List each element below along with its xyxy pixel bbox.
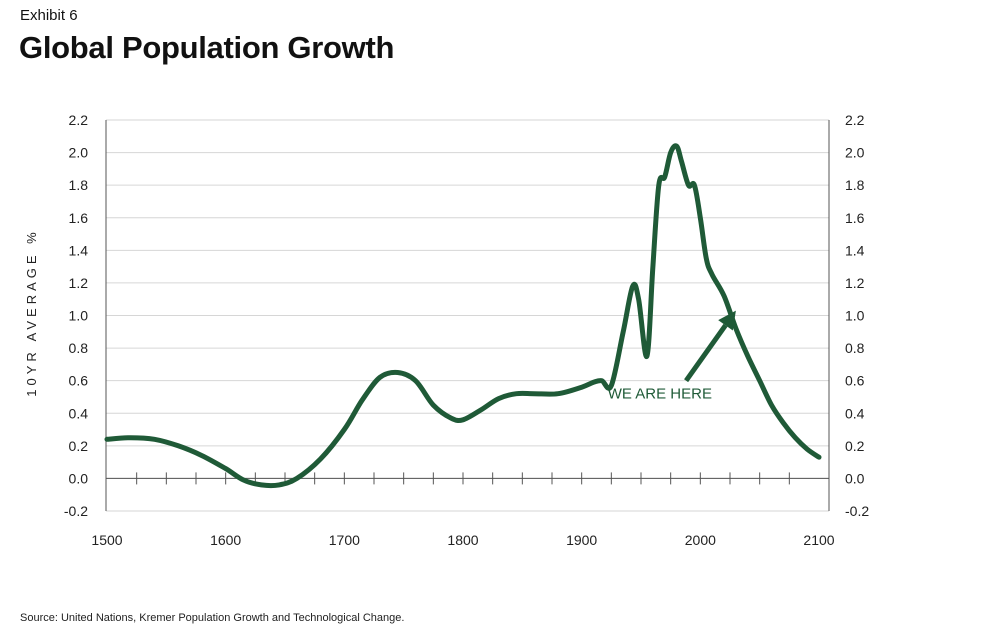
source-note: Source: United Nations, Kremer Populatio… [20, 612, 405, 624]
gridlines [106, 119, 829, 512]
y-tick-label-right: 1.8 [845, 177, 865, 193]
annotation-layer: WE ARE HERE [608, 310, 736, 403]
y-tick-label-left: 0.6 [69, 373, 89, 389]
x-tick-label: 1800 [447, 532, 478, 548]
y-tick-label-right: 2.0 [845, 145, 865, 161]
axes [105, 120, 830, 511]
y-tick-label-left: 0.0 [69, 470, 89, 486]
annotation-arrow-head [718, 310, 736, 331]
y-tick-label-right: -0.2 [845, 503, 869, 519]
growth-series-line [104, 143, 822, 489]
x-tick-label: 1500 [91, 532, 122, 548]
y-axis-left-ticks: -0.2 0.0 0.2 0.4 0.6 0.8 1.0 1.2 1.4 1.6 1.8 2.0 2.2 [64, 112, 88, 519]
y-tick-label-left: 1.4 [69, 242, 89, 258]
y-tick-label-left: -0.2 [64, 503, 88, 519]
y-tick-label-right: 1.2 [845, 275, 865, 291]
y-axis-label: 10YR AVERAGE % [24, 228, 39, 396]
y-tick-label-right: 0.4 [845, 405, 865, 421]
y-tick-label-left: 1.8 [69, 177, 89, 193]
y-tick-label-right: 1.4 [845, 242, 865, 258]
annotation-text: WE ARE HERE [608, 386, 712, 403]
y-tick-label-left: 0.4 [69, 405, 89, 421]
line-chart: -0.2 0.0 0.2 0.4 0.6 0.8 1.0 1.2 1.4 1.6 1.8 2.0 2.2… [24, 112, 869, 548]
x-tick-label: 1700 [329, 532, 360, 548]
x-tick-label: 1600 [210, 532, 241, 548]
x-axis-ticks: 1500 1600 1700 1800 1900 2000 2100 [91, 472, 835, 548]
y-tick-label-left: 1.2 [69, 275, 89, 291]
y-tick-label-left: 2.0 [69, 145, 89, 161]
y-tick-label-right: 0.0 [845, 470, 865, 486]
x-tick-label: 2100 [803, 532, 834, 548]
y-tick-label-right: 1.6 [845, 210, 865, 226]
y-tick-label-right: 1.0 [845, 308, 865, 324]
series-layer [104, 143, 822, 489]
y-tick-label-right: 0.6 [845, 373, 865, 389]
y-tick-label-left: 1.0 [69, 308, 89, 324]
y-tick-label-left: 1.6 [69, 210, 89, 226]
x-tick-label: 2000 [685, 532, 716, 548]
exhibit-label: Exhibit 6 [20, 7, 78, 24]
y-tick-label-right: 2.2 [845, 112, 865, 128]
annotation-arrow-shaft [684, 323, 728, 383]
chart-title: Global Population Growth [19, 30, 395, 65]
y-tick-label-right: 0.2 [845, 438, 865, 454]
x-tick-label: 1900 [566, 532, 597, 548]
y-tick-label-left: 0.2 [69, 438, 89, 454]
y-tick-label-left: 2.2 [69, 112, 89, 128]
y-tick-label-right: 0.8 [845, 340, 865, 356]
y-tick-label-left: 0.8 [69, 340, 89, 356]
y-axis-right-ticks: -0.2 0.0 0.2 0.4 0.6 0.8 1.0 1.2 1.4 1.6 1.8 2.0 2.2 [845, 112, 869, 519]
